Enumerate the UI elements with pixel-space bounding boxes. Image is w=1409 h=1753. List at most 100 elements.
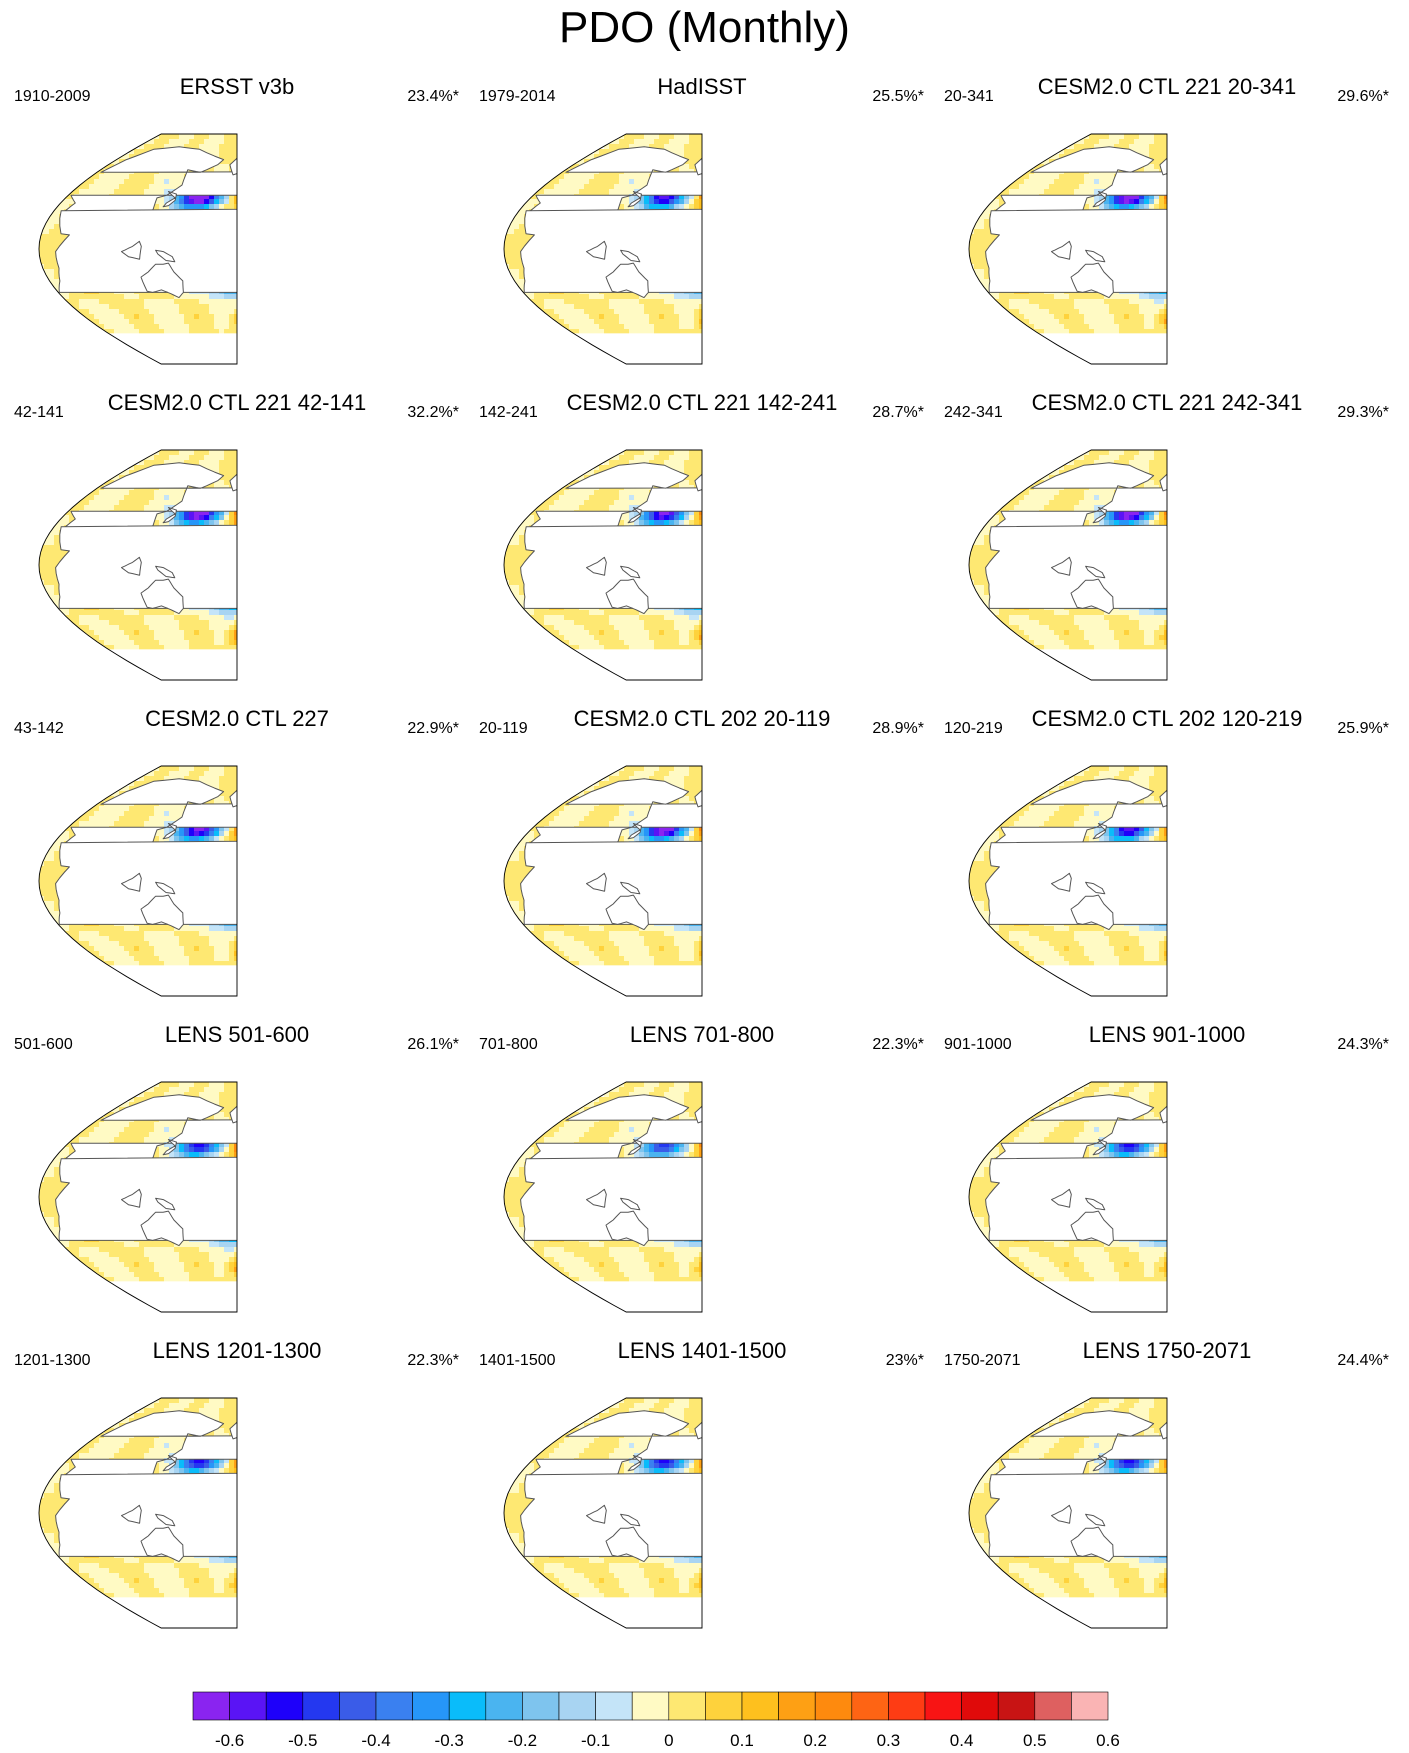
colorbar-tick-label: -0.1 xyxy=(581,1731,610,1751)
panel-title: CESM2.0 CTL 202 120-219 xyxy=(934,706,1400,732)
map-panel: LENS 1401-1500 1401-1500 23%* xyxy=(469,1338,935,1638)
panel-period: 142-241 xyxy=(479,403,538,423)
panel-period: 242-341 xyxy=(944,403,1003,423)
panel-variance-percent: 29.3%* xyxy=(1337,403,1389,423)
panel-title: CESM2.0 CTL 221 42-141 xyxy=(4,390,470,416)
pdo-pattern-map xyxy=(968,449,1168,681)
panel-variance-percent: 22.9%* xyxy=(407,719,459,739)
colorbar-swatch xyxy=(1034,1691,1072,1721)
panel-period: 1979-2014 xyxy=(479,87,556,107)
map-frame xyxy=(968,1081,1168,1313)
map-frame xyxy=(38,1397,238,1629)
map-panel: LENS 1750-2071 1750-2071 24.4%* xyxy=(934,1338,1400,1638)
land-mask xyxy=(969,462,1167,680)
panel-variance-percent: 25.9%* xyxy=(1337,719,1389,739)
colorbar-swatch xyxy=(997,1691,1036,1721)
pdo-pattern-map xyxy=(503,765,703,997)
colorbar-tick-label: 0.2 xyxy=(803,1731,827,1751)
panel-period: 20-341 xyxy=(944,87,994,107)
pdo-pattern-map xyxy=(503,1397,703,1629)
panel-title: CESM2.0 CTL 227 xyxy=(4,706,470,732)
panel-variance-percent: 22.3%* xyxy=(407,1351,459,1371)
map-panel: CESM2.0 CTL 221 42-141 42-141 32.2%* xyxy=(4,390,470,690)
map-panel: CESM2.0 CTL 221 142-241 142-241 28.7%* xyxy=(469,390,935,690)
panel-title: LENS 1750-2071 xyxy=(934,1338,1400,1364)
pdo-pattern-map xyxy=(38,765,238,997)
colorbar-swatch xyxy=(448,1691,487,1721)
colorbar-swatch xyxy=(595,1691,633,1721)
pdo-pattern-map xyxy=(503,1081,703,1313)
panel-title: LENS 701-800 xyxy=(469,1022,935,1048)
colorbar-swatch xyxy=(778,1691,816,1721)
map-panel: CESM2.0 CTL 227 43-142 22.9%* xyxy=(4,706,470,1006)
colorbar-tick-label: -0.3 xyxy=(435,1731,464,1751)
pdo-pattern-map xyxy=(968,133,1168,365)
colorbar-swatch xyxy=(814,1691,853,1721)
land-mask xyxy=(39,146,237,364)
map-panel: CESM2.0 CTL 221 20-341 20-341 29.6%* xyxy=(934,74,1400,374)
panel-period: 1201-1300 xyxy=(14,1351,91,1371)
map-panel: CESM2.0 CTL 202 120-219 120-219 25.9%* xyxy=(934,706,1400,1006)
pdo-pattern-map xyxy=(503,449,703,681)
panel-title: ERSST v3b xyxy=(4,74,470,100)
pdo-pattern-map xyxy=(503,133,703,365)
panel-variance-percent: 22.3%* xyxy=(872,1035,924,1055)
panel-title: LENS 901-1000 xyxy=(934,1022,1400,1048)
colorbar-swatch xyxy=(741,1691,779,1721)
map-frame xyxy=(968,765,1168,997)
colorbar-swatch xyxy=(339,1691,377,1721)
colorbar-swatch xyxy=(705,1691,743,1721)
pdo-pattern-map xyxy=(968,1397,1168,1629)
map-panel: LENS 1201-1300 1201-1300 22.3%* xyxy=(4,1338,470,1638)
panel-variance-percent: 28.9%* xyxy=(872,719,924,739)
panel-title: CESM2.0 CTL 221 242-341 xyxy=(934,390,1400,416)
pdo-pattern-map xyxy=(38,133,238,365)
colorbar-tick-label: 0.5 xyxy=(1023,1731,1047,1751)
colorbar-tick-label: -0.4 xyxy=(361,1731,390,1751)
panel-title: CESM2.0 CTL 202 20-119 xyxy=(469,706,935,732)
panel-title: HadISST xyxy=(469,74,935,100)
panel-title: LENS 501-600 xyxy=(4,1022,470,1048)
map-panel: ERSST v3b 1910-2009 23.4%* xyxy=(4,74,470,374)
land-mask xyxy=(969,1410,1167,1628)
map-panel: HadISST 1979-2014 25.5%* xyxy=(469,74,935,374)
colorbar-swatch xyxy=(1071,1691,1109,1721)
panel-period: 901-1000 xyxy=(944,1035,1012,1055)
map-frame xyxy=(503,765,703,997)
land-mask xyxy=(504,1094,702,1312)
pdo-pattern-map xyxy=(38,1081,238,1313)
colorbar-swatch xyxy=(668,1691,706,1721)
panel-variance-percent: 28.7%* xyxy=(872,403,924,423)
colorbar-swatch xyxy=(412,1691,450,1721)
panel-period: 43-142 xyxy=(14,719,64,739)
colorbar-swatch xyxy=(522,1691,560,1721)
panel-period: 42-141 xyxy=(14,403,64,423)
panel-title: CESM2.0 CTL 221 20-341 xyxy=(934,74,1400,100)
map-panel: CESM2.0 CTL 202 20-119 20-119 28.9%* xyxy=(469,706,935,1006)
map-frame xyxy=(968,449,1168,681)
colorbar-swatch xyxy=(229,1691,267,1721)
map-frame xyxy=(968,1397,1168,1629)
panel-variance-percent: 29.6%* xyxy=(1337,87,1389,107)
colorbar-tick-label: 0 xyxy=(664,1731,673,1751)
colorbar-swatch xyxy=(631,1691,670,1721)
map-frame xyxy=(968,133,1168,365)
pdo-pattern-map xyxy=(38,1397,238,1629)
panel-period: 501-600 xyxy=(14,1035,73,1055)
colorbar-swatch xyxy=(888,1691,926,1721)
colorbar-swatch xyxy=(485,1691,523,1721)
map-frame xyxy=(503,1397,703,1629)
panel-title: LENS 1201-1300 xyxy=(4,1338,470,1364)
map-panel: LENS 901-1000 901-1000 24.3%* xyxy=(934,1022,1400,1322)
map-frame xyxy=(38,765,238,997)
panel-variance-percent: 23%* xyxy=(886,1351,924,1371)
pdo-pattern-map xyxy=(968,1081,1168,1313)
colorbar-swatch xyxy=(961,1691,999,1721)
panel-period: 120-219 xyxy=(944,719,1003,739)
panel-period: 20-119 xyxy=(479,719,528,739)
colorbar-swatch xyxy=(851,1691,889,1721)
colorbar-swatch xyxy=(192,1691,230,1721)
colorbar-tick-label: 0.6 xyxy=(1096,1731,1120,1751)
map-frame xyxy=(38,1081,238,1313)
colorbar-tick-label: 0.3 xyxy=(877,1731,901,1751)
